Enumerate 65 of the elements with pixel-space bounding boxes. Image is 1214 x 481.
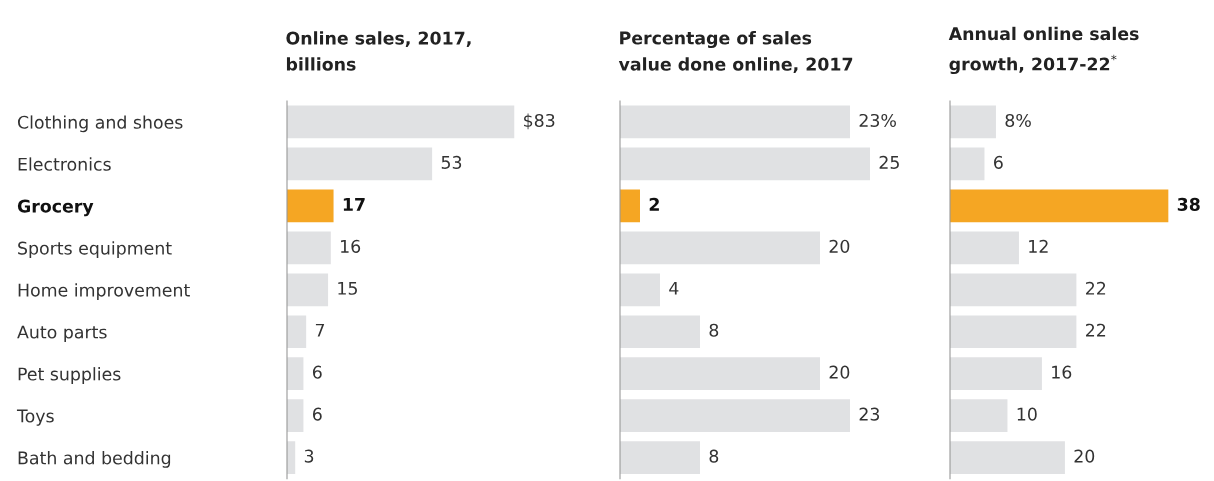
data-label: 23 [859,407,880,421]
data-label: 7 [315,323,325,337]
bar [620,441,700,474]
data-label: 22 [1086,323,1106,337]
y-tick-label: Auto parts [17,325,107,342]
bar [620,399,850,433]
data-label: 17 [343,198,365,211]
data-label: 23% [859,113,896,128]
data-label: 8 [709,449,719,463]
data-label: 16 [1052,365,1072,379]
data-label: 25 [879,155,899,169]
data-label: 8% [1005,113,1031,128]
bar [620,273,660,307]
bar [950,273,1077,307]
data-label: 6 [312,407,322,421]
data-label: 16 [341,239,361,253]
data-label: 8 [709,323,719,337]
bar [950,147,985,181]
y-tick-label: Home improvement [18,283,190,301]
data-label: 3 [304,449,314,463]
bar [287,315,307,349]
y-tick-label: Toys [16,409,54,426]
bar [287,273,329,307]
y-tick-label: Clothing and shoes [17,115,183,133]
bar [620,357,820,391]
bar [620,231,820,265]
y-tick-label: Electronics [18,157,111,171]
chart-title: Online sales, 2017, billions [286,31,471,71]
bar [287,105,515,139]
data-label: 6 [994,155,1003,169]
bar [287,399,304,433]
bar [950,231,1019,265]
data-label: 6 [312,365,322,379]
bar [950,315,1077,349]
bar [287,231,331,265]
bar [620,105,850,139]
bar [287,189,334,223]
bar [950,189,1169,223]
data-label: $83 [524,113,555,130]
bar [620,315,700,349]
bar [950,357,1042,391]
data-label: 20 [1074,449,1095,463]
bar [287,357,304,391]
bar [620,189,640,223]
data-label: 12 [1029,239,1048,253]
chart-title: Percentage of sales value done online, 2017 [618,31,853,73]
bar [287,147,433,181]
y-tick-label: Sports equipment [18,241,172,259]
bar [620,147,870,181]
data-label: 15 [338,281,357,295]
data-label: 22 [1086,281,1106,295]
bar [950,105,996,139]
data-label: 10 [1017,407,1037,421]
data-label: 20 [829,365,850,379]
data-label: 2 [649,197,659,211]
y-tick-label: Grocery [17,199,94,217]
chart-title: Annual online sales growth, 2017-22$^{*}$ [948,26,1139,75]
data-label: 38 [1177,197,1200,211]
data-label: 20 [829,239,850,253]
bar [950,441,1065,474]
bar [950,399,1008,433]
data-label: 53 [441,155,462,169]
data-label: 4 [669,281,679,295]
y-tick-label: Bath and bedding [18,451,171,468]
y-tick-label: Pet supplies [18,367,121,384]
